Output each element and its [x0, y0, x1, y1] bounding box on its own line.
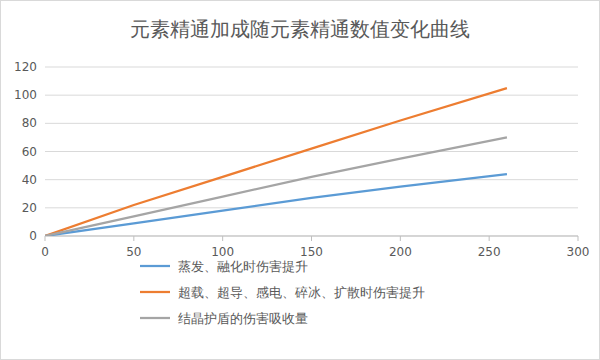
- chart-background: [1, 1, 600, 360]
- y-tick-label: 100: [14, 88, 37, 102]
- grid-line: [45, 123, 578, 124]
- chart-svg: 元素精通加成随元素精通数值变化曲线 0 20 40 60 80 100 120 0 50 100 15…: [0, 0, 600, 360]
- x-tick: [222, 236, 223, 241]
- grid-line: [45, 179, 578, 180]
- legend-label: 蒸发、融化时伤害提升: [178, 259, 308, 274]
- y-tick-label: 0: [29, 229, 37, 243]
- series-line: [45, 88, 507, 236]
- x-tick: [400, 236, 401, 241]
- legend-swatch: [140, 317, 170, 319]
- chart-container: 元素精通加成随元素精通数值变化曲线 0 20 40 60 80 100 120 0 50 100 15…: [0, 0, 600, 360]
- y-tick-label: 80: [22, 116, 37, 130]
- y-tick-label: 40: [22, 173, 37, 187]
- series-group: [45, 88, 507, 236]
- y-tick-label: 120: [14, 60, 37, 74]
- x-tick-label: 50: [126, 245, 141, 259]
- x-tick: [578, 236, 579, 241]
- x-tick: [45, 236, 46, 241]
- legend-label: 结晶护盾的伤害吸收量: [178, 311, 308, 326]
- grid-line: [45, 151, 578, 152]
- x-tick-label: 0: [41, 245, 49, 259]
- x-tick-label: 200: [389, 245, 412, 259]
- legend-swatch: [140, 291, 170, 293]
- x-tick-label: 150: [300, 245, 323, 259]
- x-tick-label: 100: [211, 245, 234, 259]
- chart-title: 元素精通加成随元素精通数值变化曲线: [130, 17, 470, 41]
- y-tick-label: 20: [22, 201, 37, 215]
- legend-swatch: [140, 265, 170, 267]
- x-tick: [133, 236, 134, 241]
- series-line: [45, 174, 507, 236]
- x-tick: [489, 236, 490, 241]
- x-tick-label: 250: [478, 245, 501, 259]
- series-line: [45, 137, 507, 236]
- grid-line: [45, 67, 578, 68]
- y-tick-label: 60: [22, 145, 37, 159]
- legend-label: 超载、超导、感电、碎冰、扩散时伤害提升: [178, 285, 425, 300]
- x-tick-label: 300: [567, 245, 590, 259]
- x-tick: [311, 236, 312, 241]
- grid-line: [45, 95, 578, 96]
